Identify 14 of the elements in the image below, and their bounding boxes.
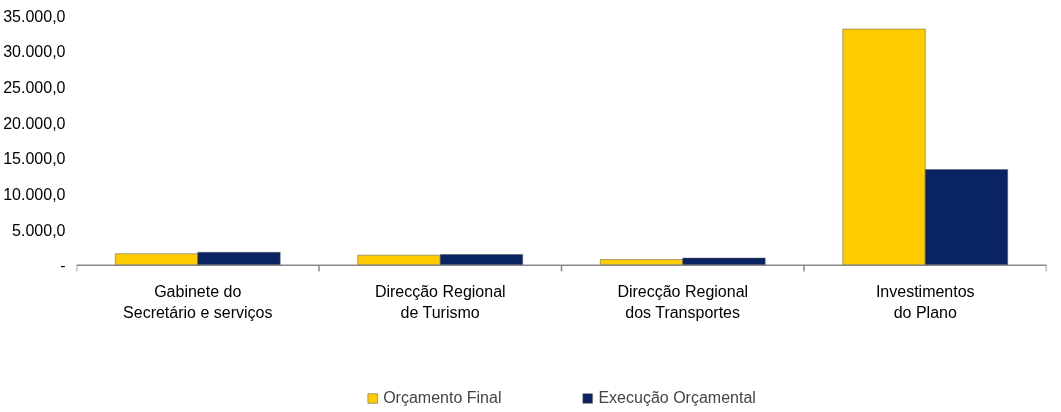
y-tick-label: 15.000,0 [3, 150, 66, 168]
y-tick-label: 5.000,0 [12, 221, 66, 239]
y-tick-label: 20.000,0 [3, 114, 66, 132]
y-tick-label: 35.000,0 [3, 7, 66, 25]
y-tick-label: 10.000,0 [3, 185, 66, 203]
legend-label: Orçamento Final [383, 389, 502, 407]
x-tick-label: Gabinete do Secretário e serviços [123, 283, 273, 321]
y-tick-label: 25.000,0 [3, 78, 66, 96]
x-tick-label: Investimentos do Plano [875, 283, 975, 321]
x-tick-label: Direcção Regional dos Transportes [617, 283, 749, 321]
y-tick-label: - [60, 257, 66, 275]
x-tick-label: Direcção Regional de Turismo [374, 283, 506, 321]
legend-label: Execução Orçamental [598, 389, 756, 407]
y-tick-label: 30.000,0 [3, 43, 66, 61]
